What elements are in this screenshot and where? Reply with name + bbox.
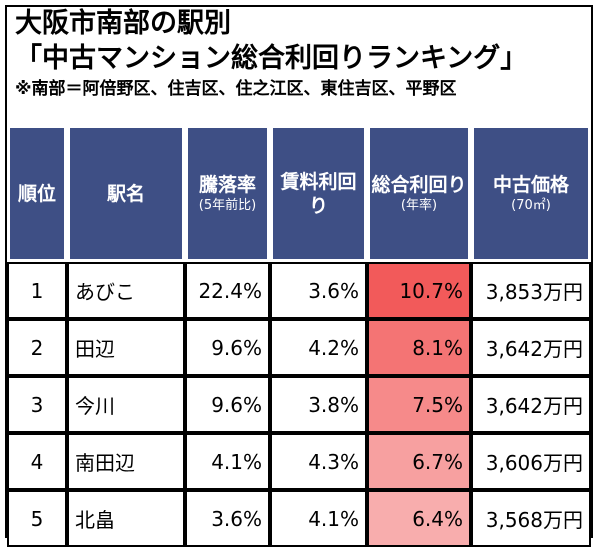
total-yield-cell: 10.7% [367, 262, 471, 319]
station-cell: 北畠 [67, 490, 185, 547]
rank-cell: 3 [7, 376, 67, 433]
title-block: 大阪市南部の駅別 「中古マンション総合利回りランキング」 ※南部＝阿倍野区、住吉… [15, 7, 595, 101]
region-note: ※南部＝阿倍野区、住吉区、住之江区、東住吉区、平野区 [15, 79, 457, 99]
price-cell: 3,642万円 [471, 319, 591, 376]
rank-cell: 1 [7, 262, 67, 319]
change-cell: 3.6% [185, 490, 270, 547]
change-cell: 9.6% [185, 319, 270, 376]
header-row: 順位 駅名 騰落率 (5年前比) 賃料利回り 総合利回り (年率) 中古価格 (… [7, 125, 591, 262]
header-rent-yield: 賃料利回り [270, 125, 367, 262]
total-yield-cell: 7.5% [367, 376, 471, 433]
station-cell: あびこ [67, 262, 185, 319]
station-cell: 田辺 [67, 319, 185, 376]
header-total-yield: 総合利回り (年率) [367, 125, 471, 262]
rent-yield-cell: 4.2% [270, 319, 367, 376]
table-row: 5 北畠 3.6% 4.1% 6.4% 3,568万円 [7, 490, 591, 547]
station-cell: 今川 [67, 376, 185, 433]
price-cell: 3,606万円 [471, 433, 591, 490]
rank-cell: 2 [7, 319, 67, 376]
change-cell: 9.6% [185, 376, 270, 433]
ranking-table: 順位 駅名 騰落率 (5年前比) 賃料利回り 総合利回り (年率) 中古価格 (… [7, 125, 591, 547]
rank-cell: 4 [7, 433, 67, 490]
station-cell: 南田辺 [67, 433, 185, 490]
table-row: 1 あびこ 22.4% 3.6% 10.7% 3,853万円 [7, 262, 591, 319]
price-cell: 3,853万円 [471, 262, 591, 319]
header-change: 騰落率 (5年前比) [185, 125, 270, 262]
title-line-2: 「中古マンション総合利回りランキング」 [15, 43, 528, 74]
table-row: 4 南田辺 4.1% 4.3% 6.7% 3,606万円 [7, 433, 591, 490]
table-row: 3 今川 9.6% 3.8% 7.5% 3,642万円 [7, 376, 591, 433]
rank-cell: 5 [7, 490, 67, 547]
change-cell: 4.1% [185, 433, 270, 490]
price-cell: 3,568万円 [471, 490, 591, 547]
change-cell: 22.4% [185, 262, 270, 319]
rent-yield-cell: 4.3% [270, 433, 367, 490]
title-line-1: 大阪市南部の駅別 [15, 8, 231, 39]
rent-yield-cell: 4.1% [270, 490, 367, 547]
rent-yield-cell: 3.8% [270, 376, 367, 433]
price-cell: 3,642万円 [471, 376, 591, 433]
total-yield-cell: 6.7% [367, 433, 471, 490]
header-price: 中古価格 (70㎡) [471, 125, 591, 262]
header-station: 駅名 [67, 125, 185, 262]
table-row: 2 田辺 9.6% 4.2% 8.1% 3,642万円 [7, 319, 591, 376]
rent-yield-cell: 3.6% [270, 262, 367, 319]
total-yield-cell: 8.1% [367, 319, 471, 376]
ranking-panel: 大阪市南部の駅別 「中古マンション総合利回りランキング」 ※南部＝阿倍野区、住吉… [5, 5, 595, 547]
total-yield-cell: 6.4% [367, 490, 471, 547]
header-rank: 順位 [7, 125, 67, 262]
